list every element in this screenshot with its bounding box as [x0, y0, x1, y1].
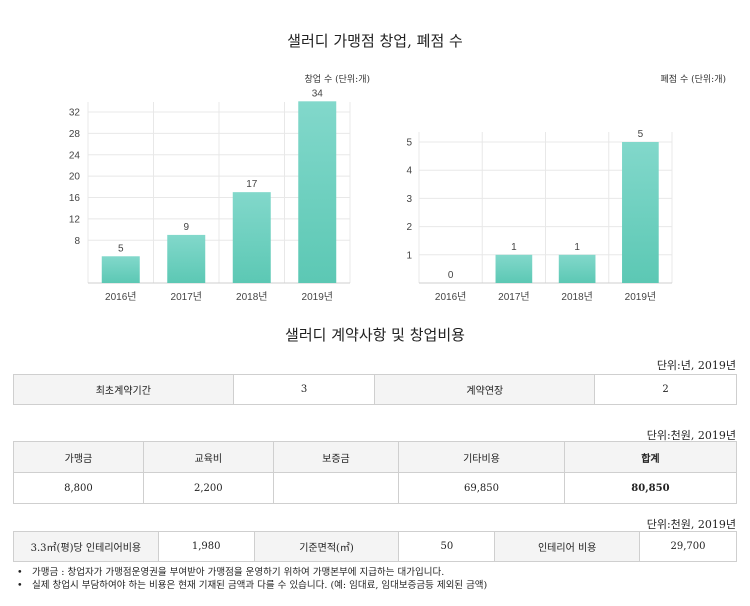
chart-unit-label: 창업 수 (단위:개) [305, 74, 370, 85]
x-tick-label: 2018년 [236, 291, 267, 303]
base-area-value: 50 [398, 531, 496, 562]
y-tick-label: 1 [406, 250, 412, 261]
contract-extension-label: 계약연장 [374, 374, 596, 405]
y-tick-label: 32 [69, 108, 81, 119]
x-tick-label: 2017년 [498, 291, 529, 303]
initial-contract-value: 3 [232, 374, 376, 405]
x-tick-label: 2019년 [302, 291, 333, 303]
data-label: 5 [118, 243, 124, 254]
cost-header-total: 합계 [563, 441, 738, 473]
initial-contract-label: 최초계약기간 [13, 374, 234, 405]
interior-cost-label: 인테리어 비용 [494, 531, 641, 562]
footnotes: 가맹금 : 창업자가 가맹점운영권을 부여받아 가맹점을 운영하기 위하여 가맹… [14, 566, 738, 592]
cost-header-deposit: 보증금 [272, 441, 400, 473]
x-tick-label: 2018년 [561, 291, 592, 303]
y-tick-label: 2 [406, 222, 412, 233]
y-tick-label: 20 [69, 172, 81, 183]
y-tick-label: 28 [69, 129, 81, 140]
cost-value-total: 80,850 [563, 472, 738, 504]
contract-section-title: 샐러디 계약사항 및 창업비용 [285, 326, 465, 344]
cost-header-other: 기타비용 [398, 441, 565, 473]
bar-2017년 [495, 254, 533, 283]
table3-unit-note: 단위:천원, 2019년 [646, 518, 736, 531]
data-label: 1 [574, 242, 580, 253]
y-tick-label: 16 [69, 193, 81, 204]
y-tick-label: 5 [406, 138, 412, 149]
startup-cost-table: 가맹금 교육비 보증금 기타비용 합계 8,800 2,200 69,850 8… [13, 441, 738, 504]
interior-cost-value: 29,700 [639, 531, 737, 562]
bar-2019년 [622, 142, 659, 283]
table2-unit-note: 단위:천원, 2019년 [646, 429, 736, 442]
x-tick-label: 2017년 [171, 291, 202, 303]
data-label: 5 [638, 129, 644, 140]
bar-2019년 [298, 101, 337, 283]
bar-2018년 [558, 254, 596, 283]
cost-value-franchise-fee: 8,800 [13, 472, 144, 504]
interior-per-pyeong-label: 3.3㎡(평)당 인테리어비용 [13, 531, 159, 562]
cost-value-deposit [272, 472, 400, 504]
cost-value-training-fee: 2,200 [142, 472, 274, 504]
bar-2017년 [167, 234, 206, 283]
cost-header-franchise-fee: 가맹금 [13, 441, 144, 473]
contract-period-table: 최초계약기간 3 계약연장 2 [13, 374, 737, 405]
interior-cost-table: 3.3㎡(평)당 인테리어비용 1,980 기준면적(㎡) 50 인테리어 비용… [13, 531, 737, 562]
base-area-label: 기준면적(㎡) [253, 531, 400, 562]
x-tick-label: 2016년 [105, 291, 136, 303]
y-tick-label: 3 [406, 194, 412, 205]
y-tick-label: 8 [74, 236, 80, 247]
x-tick-label: 2016년 [435, 291, 466, 303]
openings-bar-chart: 창업 수 (단위:개) 8 12 16 20 24 28 32 5 2016년 9 2017년 17 20… [69, 74, 370, 303]
interior-per-pyeong-value: 1,980 [157, 531, 255, 562]
cost-header-training-fee: 교육비 [142, 441, 274, 473]
bar-2016년 [101, 256, 140, 283]
x-tick-label: 2019년 [625, 291, 656, 303]
footnote-franchise-fee: 가맹금 : 창업자가 가맹점운영권을 부여받아 가맹점을 운영하기 위하여 가맹… [14, 566, 738, 579]
cost-value-other: 69,850 [398, 472, 565, 504]
y-tick-label: 4 [406, 166, 412, 177]
footnote-actual-cost: 실제 창업시 부담하여야 하는 비용은 현재 기재된 금액과 다를 수 있습니다… [14, 579, 738, 592]
charts-section-title: 샐러디 가맹점 창업, 폐점 수 [287, 32, 463, 50]
data-label: 1 [511, 242, 517, 253]
data-label: 17 [246, 179, 258, 190]
table1-unit-note: 단위:년, 2019년 [656, 359, 736, 372]
y-tick-label: 24 [69, 150, 81, 161]
chart-unit-label: 폐점 수 (단위:개) [661, 73, 726, 85]
y-tick-label: 12 [69, 214, 81, 225]
data-label: 34 [312, 88, 324, 99]
contract-extension-value: 2 [594, 374, 737, 405]
data-label: 9 [183, 222, 189, 233]
closures-bar-chart: 폐점 수 (단위:개) 1 2 3 4 5 0 2016년 1 2017년 1 2018년 5 2019년 [406, 73, 726, 303]
data-label: 0 [448, 270, 454, 281]
bar-2018년 [232, 192, 271, 283]
